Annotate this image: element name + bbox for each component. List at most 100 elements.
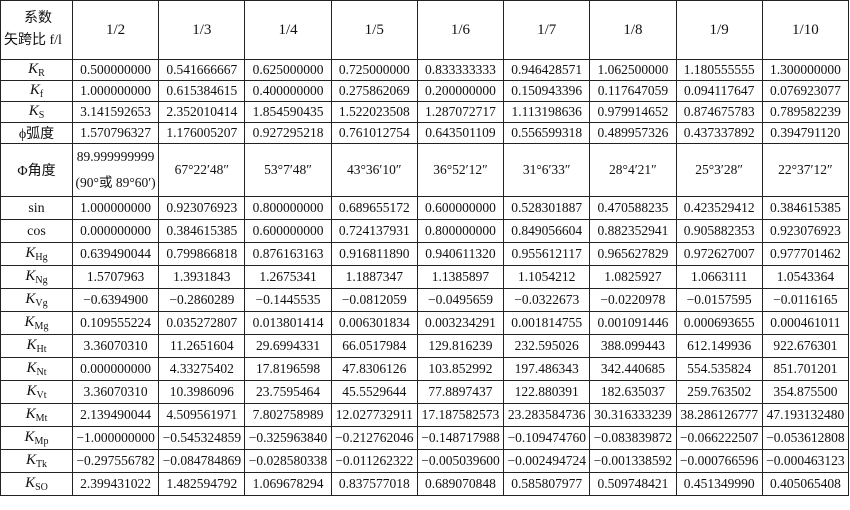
value-cell: 259.763502 bbox=[675, 380, 763, 404]
header-cell-ratio: 1/6 bbox=[416, 0, 505, 60]
value-cell: 1.1385897 bbox=[416, 265, 505, 289]
value-cell: −0.148717988 bbox=[416, 426, 505, 450]
row-label: KHg bbox=[0, 242, 73, 266]
value-cell: 342.440685 bbox=[589, 357, 677, 381]
value-cell: 0.923076923 bbox=[158, 196, 246, 220]
table-row: ϕ弧度 1.570796327 1.176005207 0.927295218 0.76… bbox=[0, 122, 850, 144]
value-cell: 0.874675783 bbox=[675, 101, 763, 123]
value-cell: 182.635037 bbox=[589, 380, 677, 404]
value-cell: 0.001091446 bbox=[589, 311, 677, 335]
value-cell: −0.011262322 bbox=[330, 449, 418, 473]
value-cell: −0.066222507 bbox=[675, 426, 763, 450]
value-cell: 0.600000000 bbox=[416, 196, 505, 220]
value-cell: 1.287072717 bbox=[416, 101, 505, 123]
value-cell: 232.595026 bbox=[503, 334, 591, 358]
value-cell: 0.799866818 bbox=[158, 242, 246, 266]
value-text: 89.999999999 bbox=[76, 149, 155, 164]
table-row: KHg 0.639490044 0.799866818 0.876163163 0.91… bbox=[0, 242, 850, 266]
value-cell: 0.923076923 bbox=[761, 219, 850, 243]
value-cell: 0.955612117 bbox=[503, 242, 591, 266]
value-cell: 28°4′21″ bbox=[589, 143, 677, 197]
table-row: KTk −0.297556782 −0.084784869 −0.028580338−… bbox=[0, 449, 850, 473]
value-cell: 0.789582239 bbox=[761, 101, 850, 123]
coefficient-symbol: K bbox=[28, 103, 39, 119]
value-cell: −0.0322673 bbox=[503, 288, 591, 312]
table-row: KNt 0.000000000 4.33275402 17.8196598 47.830… bbox=[0, 357, 850, 381]
header-cell-ratio: 1/10 bbox=[761, 0, 850, 60]
coefficient-symbol: K bbox=[25, 245, 36, 261]
table-row: sin 1.000000000 0.923076923 0.800000000 0.68… bbox=[0, 196, 850, 220]
table-row: KNg 1.5707963 1.3931843 1.2675341 1.1887347 1… bbox=[0, 265, 850, 289]
row-label: Φ角度 bbox=[0, 143, 73, 197]
value-cell: 47.193132480 bbox=[761, 403, 850, 427]
value-cell: 922.676301 bbox=[761, 334, 850, 358]
value-cell: 77.8897437 bbox=[416, 380, 505, 404]
value-cell: 45.5529644 bbox=[330, 380, 418, 404]
coefficient-symbol: K bbox=[29, 82, 40, 98]
value-cell: 851.701201 bbox=[761, 357, 850, 381]
coefficient-subscript: Vt bbox=[36, 390, 47, 401]
header-cell-ratio: 1/4 bbox=[244, 0, 332, 60]
table-row: KHt 3.36070310 11.2651604 29.6994331 66.0517… bbox=[0, 334, 850, 358]
value-cell: 0.200000000 bbox=[416, 80, 505, 102]
value-cell: 1.176005207 bbox=[158, 122, 246, 144]
table-row: cos 0.000000000 0.384615385 0.600000000 0.72… bbox=[0, 219, 850, 243]
value-cell: 1.5707963 bbox=[71, 265, 160, 289]
value-cell: 0.689070848 bbox=[416, 472, 505, 496]
value-cell: 29.6994331 bbox=[244, 334, 332, 358]
value-cell: −0.0116165 bbox=[761, 288, 850, 312]
coefficient-symbol: K bbox=[25, 475, 36, 491]
coefficient-symbol: K bbox=[25, 291, 36, 307]
value-cell: 0.556599318 bbox=[503, 122, 591, 144]
row-label-text: sin bbox=[28, 200, 45, 216]
value-cell: 0.905882353 bbox=[675, 219, 763, 243]
table-row: KR 0.500000000 0.541666667 0.625000000 0.725… bbox=[0, 59, 850, 81]
value-cell: 0.451349990 bbox=[675, 472, 763, 496]
value-cell: 23.7595464 bbox=[244, 380, 332, 404]
value-cell: 0.972627007 bbox=[675, 242, 763, 266]
value-cell: 3.36070310 bbox=[71, 334, 160, 358]
value-cell: −0.0220978 bbox=[589, 288, 677, 312]
value-cell: 0.876163163 bbox=[244, 242, 332, 266]
row-label-text: Φ角度 bbox=[17, 164, 56, 179]
row-label: KMg bbox=[0, 311, 73, 335]
coefficient-symbol: K bbox=[25, 452, 36, 468]
value-cell: 2.399431022 bbox=[71, 472, 160, 496]
coefficient-subscript: Mt bbox=[35, 413, 48, 424]
coefficient-symbol: K bbox=[24, 314, 35, 330]
table-row: KMg 0.109555224 0.035272807 0.013801414 0.00… bbox=[0, 311, 850, 335]
value-cell: 1.000000000 bbox=[71, 80, 160, 102]
coefficient-symbol: K bbox=[26, 337, 37, 353]
value-cell: 0.528301887 bbox=[503, 196, 591, 220]
value-cell: 0.109555224 bbox=[71, 311, 160, 335]
row-label: sin bbox=[0, 196, 73, 220]
value-cell: 1.180555555 bbox=[675, 59, 763, 81]
row-label: KMp bbox=[0, 426, 73, 450]
table-row: Kf 1.000000000 0.615384615 0.400000000 0.275… bbox=[0, 80, 850, 102]
row-label: ϕ弧度 bbox=[0, 122, 73, 144]
row-label: KTk bbox=[0, 449, 73, 473]
value-cell: 38.286126777 bbox=[675, 403, 763, 427]
value-cell: 1.482594792 bbox=[158, 472, 246, 496]
table-row: KMp −1.000000000 −0.545324859 −0.325963840−… bbox=[0, 426, 850, 450]
value-cell: 1.113198636 bbox=[503, 101, 591, 123]
header-cell-ratio: 1/3 bbox=[158, 0, 246, 60]
value-cell: 354.875500 bbox=[761, 380, 850, 404]
value-cell: 1.570796327 bbox=[71, 122, 160, 144]
value-cell: 53°7′48″ bbox=[244, 143, 332, 197]
value-cell: 388.099443 bbox=[589, 334, 677, 358]
value-cell: 0.725000000 bbox=[330, 59, 418, 81]
value-cell: −0.005039600 bbox=[416, 449, 505, 473]
value-cell: 22°37′12″ bbox=[761, 143, 850, 197]
row-label: KVg bbox=[0, 288, 73, 312]
table-row: KS 3.141592653 2.352010414 1.854590435 1.522… bbox=[0, 101, 850, 123]
value-cell: 0.000461011 bbox=[761, 311, 850, 335]
row-label: KNt bbox=[0, 357, 73, 381]
coefficient-subscript: f bbox=[39, 89, 44, 100]
coefficient-subscript: Hg bbox=[35, 252, 48, 263]
value-cell: −0.0495659 bbox=[416, 288, 505, 312]
value-cell: 0.585807977 bbox=[503, 472, 591, 496]
value-cell: 0.117647059 bbox=[589, 80, 677, 102]
value-cell: 0.400000000 bbox=[244, 80, 332, 102]
value-cell: −0.028580338 bbox=[244, 449, 332, 473]
